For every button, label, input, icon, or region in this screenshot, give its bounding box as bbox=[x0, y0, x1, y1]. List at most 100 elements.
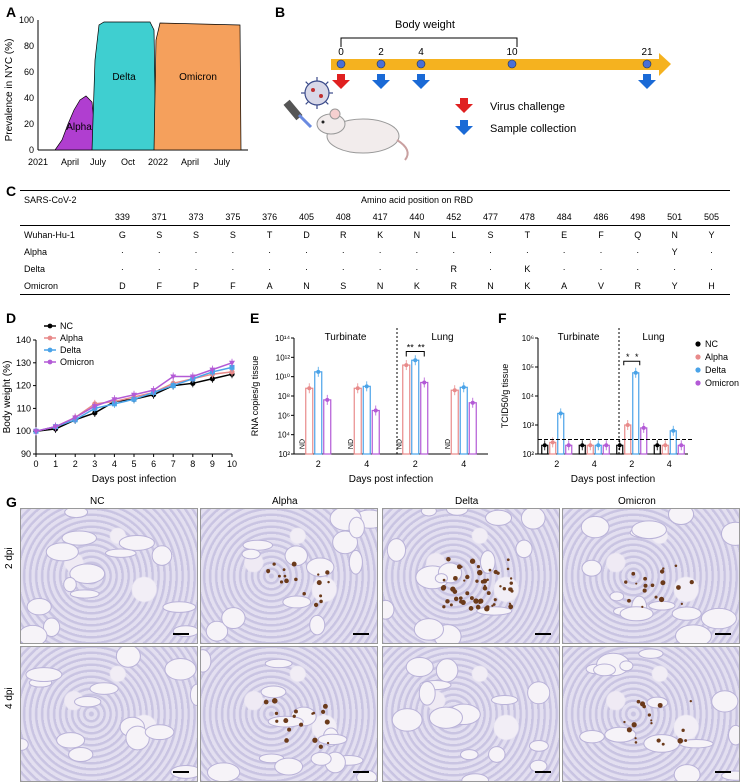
legend-challenge-icon bbox=[455, 98, 473, 113]
residue-cell: · bbox=[268, 263, 272, 274]
stain-dot bbox=[446, 556, 451, 562]
residue-cell: P bbox=[193, 280, 200, 291]
day-label: 21 bbox=[641, 47, 653, 58]
stain-dot bbox=[274, 711, 279, 716]
stain-dot bbox=[266, 570, 270, 574]
position-cell: 501 bbox=[667, 211, 683, 222]
data-point bbox=[461, 385, 466, 390]
residue-cell: N bbox=[671, 229, 678, 240]
data-point bbox=[131, 392, 137, 398]
x-axis-title: Days post infection bbox=[92, 474, 177, 485]
data-point bbox=[542, 443, 547, 448]
data-point bbox=[33, 429, 39, 435]
row-header-4dpi: 4 dpi bbox=[4, 687, 15, 709]
alveolus bbox=[282, 595, 312, 609]
stain-dot bbox=[459, 599, 463, 604]
stain-dot bbox=[496, 571, 500, 575]
stain-dot bbox=[689, 580, 694, 585]
legend-marker bbox=[47, 335, 53, 341]
y-tick-label: 10⁸ bbox=[278, 392, 290, 401]
x-tick-label: 5 bbox=[131, 459, 136, 469]
residue-cell: Y bbox=[671, 246, 678, 257]
residue-cell: K bbox=[524, 263, 531, 274]
timeline-title: Body weight bbox=[395, 19, 455, 31]
stain-dot bbox=[681, 728, 685, 732]
stain-dot bbox=[640, 701, 646, 707]
stain-dot bbox=[661, 742, 665, 746]
column-header-omicron: Omicron bbox=[618, 496, 656, 507]
alveolus bbox=[242, 539, 274, 551]
legend-marker bbox=[47, 359, 53, 365]
alveolus bbox=[646, 696, 669, 709]
x-tick-label: 2 bbox=[629, 459, 634, 469]
variant-name: Alpha bbox=[24, 246, 48, 257]
stain-dot bbox=[654, 595, 658, 599]
alveolus bbox=[667, 509, 695, 525]
scale-bar bbox=[173, 633, 189, 635]
residue-cell: A bbox=[266, 280, 273, 291]
position-cell: 486 bbox=[593, 211, 609, 222]
scale-bar bbox=[353, 633, 369, 635]
bar-delta bbox=[594, 440, 602, 455]
data-point bbox=[150, 388, 157, 394]
alveolus bbox=[264, 658, 293, 669]
panel-label-g: G bbox=[6, 494, 17, 510]
table-row: Omicron D F P F A N S N K R N K A V R Y H bbox=[20, 277, 730, 295]
alveolus bbox=[479, 550, 496, 574]
stain-dot bbox=[465, 574, 470, 580]
alveolus bbox=[728, 724, 739, 746]
y-tick-label: 10² bbox=[522, 450, 534, 459]
stain-dot bbox=[317, 573, 320, 576]
bar-alpha bbox=[305, 383, 314, 455]
residue-cell: V bbox=[597, 280, 604, 291]
residue-cell: A bbox=[561, 280, 568, 291]
stain-dot bbox=[508, 604, 514, 610]
day-label: 2 bbox=[378, 47, 384, 58]
stain-dot bbox=[463, 579, 466, 582]
legend-label: NC bbox=[705, 339, 718, 349]
residue-cell: · bbox=[525, 246, 529, 257]
bar-delta bbox=[669, 425, 677, 455]
data-point bbox=[111, 397, 118, 403]
alveolus bbox=[309, 614, 326, 636]
data-point bbox=[307, 386, 312, 391]
residue-cell: · bbox=[120, 263, 124, 274]
alveolus bbox=[520, 509, 546, 530]
alveolus bbox=[205, 620, 229, 642]
y-tick-label: 10⁴ bbox=[278, 431, 291, 440]
stain-dot bbox=[647, 713, 651, 717]
data-point bbox=[229, 364, 235, 370]
alveolus bbox=[648, 600, 676, 611]
residue-cell: H bbox=[708, 280, 715, 291]
alveolus bbox=[64, 509, 89, 519]
alveolus bbox=[189, 683, 197, 706]
residue-cell: · bbox=[120, 246, 124, 257]
stain-dot bbox=[469, 558, 476, 564]
alveolus bbox=[164, 657, 197, 681]
residue-cell: · bbox=[599, 246, 603, 257]
histology-image bbox=[562, 646, 740, 782]
y-axis-title: RNA copies/g tissue bbox=[250, 356, 260, 437]
residue-cell: · bbox=[710, 246, 713, 257]
stain-dot bbox=[680, 602, 683, 605]
bar-nc bbox=[616, 440, 624, 455]
nd-label: ND bbox=[299, 439, 306, 449]
data-point bbox=[558, 411, 563, 416]
residue-cell: · bbox=[194, 263, 198, 274]
alveolus bbox=[151, 545, 173, 566]
stain-dot bbox=[477, 569, 483, 576]
scale-bar bbox=[535, 633, 551, 635]
residue-cell: · bbox=[157, 246, 161, 257]
position-cell: 498 bbox=[630, 211, 646, 222]
alveolus bbox=[619, 660, 634, 672]
alveolus bbox=[413, 618, 444, 641]
y-tick-label: 10¹² bbox=[276, 353, 291, 362]
position-cell: 408 bbox=[335, 211, 351, 222]
scale-bar bbox=[173, 771, 189, 773]
delta-label: Delta bbox=[112, 72, 136, 83]
residue-cell: · bbox=[415, 263, 419, 274]
stain-dot bbox=[318, 744, 323, 749]
residue-cell: · bbox=[231, 263, 235, 274]
data-point bbox=[325, 397, 330, 402]
stain-dot bbox=[312, 737, 318, 743]
